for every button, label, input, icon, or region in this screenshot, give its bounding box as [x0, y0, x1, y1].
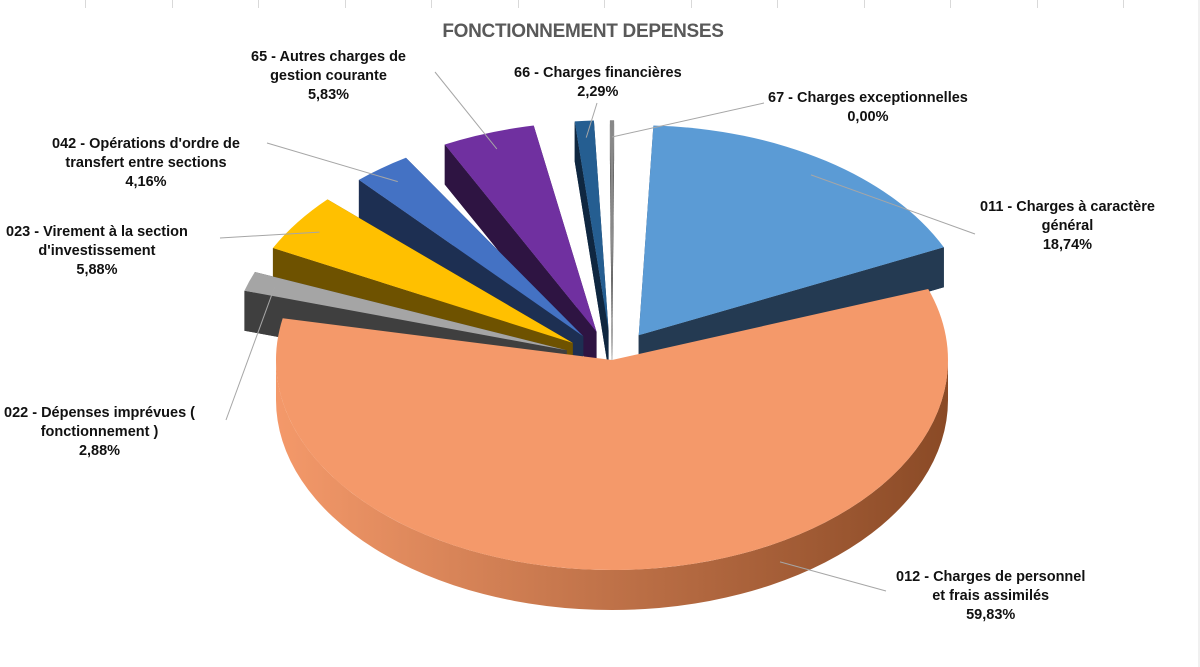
label-65-line1: 65 - Autres charges de [251, 49, 406, 65]
leader-line-042 [266, 142, 398, 183]
label-011-line2: général [1041, 218, 1094, 234]
slice-67-wall [612, 120, 615, 371]
slice-023-top [272, 199, 573, 343]
label-023-line1: 023 - Virement à la section [6, 224, 188, 240]
label-022-line2: fonctionnement ) [40, 424, 159, 440]
label-011: 011 - Charges à caractère général 18,74% [980, 198, 1155, 255]
label-012-line2: et frais assimilés [932, 588, 1050, 604]
leader-line-011 [810, 174, 976, 235]
label-042-value: 4,16% [125, 174, 167, 190]
slice-012-side [276, 360, 948, 610]
label-67-line1: 67 - Charges exceptionnelles [768, 90, 968, 106]
label-012: 012 - Charges de personnel et frais assi… [896, 568, 1085, 625]
label-66-value: 2,29% [577, 84, 619, 100]
label-022-line1: 022 - Dépenses imprévues ( [4, 405, 196, 421]
leader-line-012 [779, 561, 887, 592]
slice-65-top [444, 125, 597, 332]
label-042-line2: transfert entre sections [65, 155, 227, 171]
label-023-value: 5,88% [76, 262, 118, 278]
slice-66-wall-2 [574, 121, 609, 371]
label-022-value: 2,88% [78, 443, 121, 459]
label-042: 042 - Opérations d'ordre de transfert en… [52, 135, 240, 192]
sheet-edge [1198, 0, 1200, 667]
slice-022-top [244, 272, 567, 351]
slice-66 [574, 120, 609, 371]
label-67: 67 - Charges exceptionnelles 0,00% [768, 89, 968, 127]
label-65: 65 - Autres charges de gestion courante … [251, 48, 406, 105]
label-012-value: 59,83% [966, 607, 1016, 623]
slice-67-wall-2 [609, 120, 612, 371]
leader-line-66 [585, 102, 598, 138]
label-67-value: 0,00% [847, 109, 889, 125]
slice-012-top [275, 288, 948, 571]
label-012-line1: 012 - Charges de personnel [896, 569, 1086, 585]
label-65-line2: gestion courante [270, 68, 387, 84]
label-011-value: 18,74% [1042, 237, 1093, 253]
slice-012 [275, 288, 948, 610]
slice-011-top [638, 125, 944, 336]
sheet-gridlines [0, 0, 1200, 8]
leader-line-023 [219, 231, 320, 239]
chart-title: FONCTIONNEMENT DEPENSES [442, 21, 724, 42]
leader-line-022 [225, 286, 276, 421]
slice-67-top [609, 120, 615, 331]
label-023: 023 - Virement à la section d'investisse… [6, 223, 188, 280]
slice-042-top [358, 157, 584, 337]
label-022: 022 - Dépenses imprévues ( fonctionnemen… [4, 404, 195, 461]
leader-line-65 [434, 71, 498, 150]
leader-line-67 [611, 102, 765, 138]
label-042-line1: 042 - Opérations d'ordre de [52, 136, 240, 152]
label-023-line2: d'investissement [38, 243, 156, 259]
label-011-line1: 011 - Charges à caractère [980, 199, 1155, 215]
label-66: 66 - Charges financières 2,29% [514, 64, 682, 102]
slice-67 [609, 120, 615, 371]
slice-66-top [574, 120, 609, 331]
label-66-line1: 66 - Charges financières [514, 65, 682, 81]
label-65-value: 5,83% [307, 87, 350, 103]
